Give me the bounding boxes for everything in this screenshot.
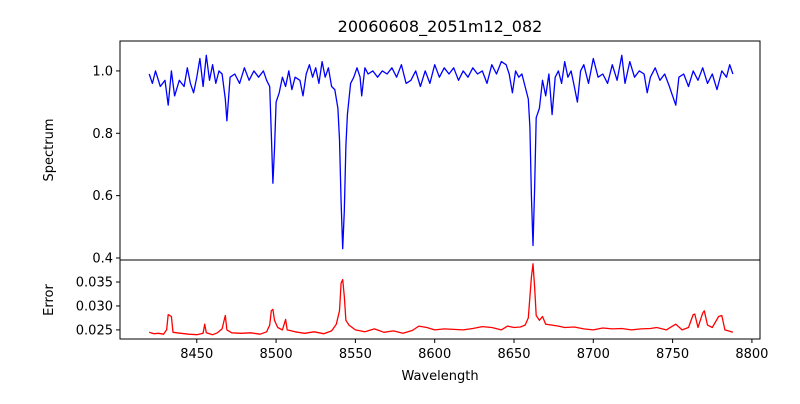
xtick-label: 8600	[418, 347, 451, 362]
error-ytick-label: 0.035	[76, 276, 113, 291]
error-ytick-label: 0.025	[76, 323, 113, 338]
spectrum-ytick-label: 0.6	[92, 189, 113, 204]
error-ytick-label: 0.030	[76, 299, 113, 314]
xtick-label: 8650	[497, 347, 530, 362]
xtick-label: 8500	[260, 347, 293, 362]
xtick-label: 8550	[339, 347, 372, 362]
xtick-label: 8700	[577, 347, 610, 362]
xtick-label: 8800	[735, 347, 768, 362]
spectrum-ytick-label: 0.8	[92, 127, 113, 142]
chart-title: 20060608_2051m12_082	[338, 17, 543, 37]
error-ylabel: Error	[42, 284, 57, 316]
x-axis-label: Wavelength	[401, 369, 478, 384]
error-axes-frame	[119, 259, 761, 340]
error-axes: 0.025 0.030 0.035 8450 8500 8550 8600 8650 8700 8…	[76, 259, 768, 362]
spectrum-ytick-label: 1.0	[92, 64, 113, 79]
error-series-line	[149, 263, 734, 336]
spectrum-ylabel: Spectrum	[42, 119, 57, 182]
spectrum-ytick-label: 0.4	[92, 252, 113, 267]
xtick-label: 8750	[656, 347, 689, 362]
xtick-label: 8450	[180, 347, 213, 362]
spectrum-series-line	[148, 54, 734, 250]
